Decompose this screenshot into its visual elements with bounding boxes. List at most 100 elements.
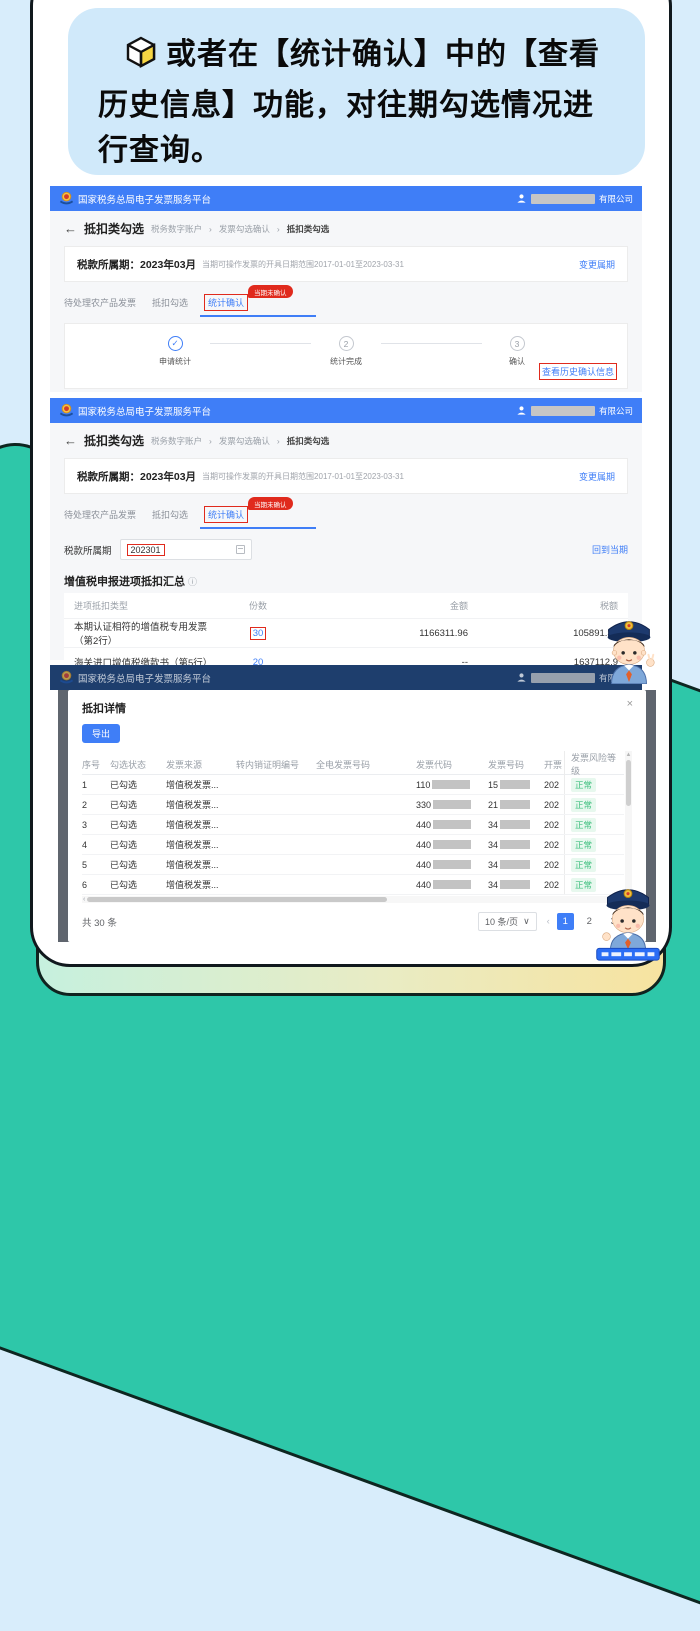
amount-value: 1166311.96 — [419, 627, 468, 639]
col-type: 进项抵扣类型 — [74, 601, 129, 611]
redacted-number — [500, 820, 531, 829]
scroll-thumb[interactable] — [87, 897, 387, 902]
person-icon — [517, 194, 526, 203]
cube-icon — [124, 36, 158, 76]
col-amount: 金额 — [449, 601, 468, 611]
modal-title: 抵扣详情 — [82, 703, 126, 715]
tax-period-hint: 当期可操作发票的开具日期范围2017-01-01至2023-03-31 — [202, 471, 404, 481]
redacted-number — [500, 780, 531, 789]
number-prefix: 21 — [488, 799, 499, 810]
page-size-select[interactable]: 10 条/页 ∨ — [478, 912, 537, 931]
tab-deduction-check[interactable]: 抵扣勾选 — [152, 298, 189, 308]
intro-bubble: 或者在【统计确认】中的【查看历史信息】功能，对往期勾选情况进行查询。 — [68, 8, 645, 175]
tax-value: 105891.37 — [573, 627, 618, 639]
count-link[interactable]: 30 — [249, 626, 267, 640]
source: 增值税发票... — [166, 800, 219, 810]
view-history-link[interactable]: 查看历史确认信息 — [538, 363, 617, 380]
page-1-button[interactable]: 1 — [556, 913, 574, 930]
detail-table: 序号 勾选状态 发票来源 转内销证明编号 全电发票号码 发票代码 发票号码 开票… — [82, 751, 632, 895]
prev-page-icon[interactable]: ‹ — [546, 916, 550, 927]
period-input[interactable]: 202301 — [119, 539, 252, 560]
redacted-number — [500, 840, 531, 849]
status: 已勾选 — [110, 800, 138, 810]
info-icon[interactable]: ⓘ — [188, 576, 198, 587]
status: 已勾选 — [110, 820, 138, 830]
unconfirmed-badge: 当期未确认 — [248, 285, 293, 298]
number-prefix: 34 — [488, 879, 499, 890]
amount-value: -- — [461, 656, 468, 668]
export-button[interactable]: 导出 — [82, 724, 120, 743]
intro-text: 或者在【统计确认】中的【查看历史信息】功能，对往期勾选情况进行查询。 — [98, 38, 600, 168]
seq: 4 — [82, 839, 88, 850]
summary-row: 本期认证相符的增值税专用发票（第2行） 30 1166311.96 105891… — [64, 619, 628, 648]
scroll-up-icon[interactable]: ▲ — [625, 752, 632, 758]
period-filter-row: 税款所属期 202301 回到当期 — [64, 539, 628, 560]
col-issue-date: 开票 — [544, 759, 563, 770]
back-arrow-icon[interactable]: ← — [64, 221, 77, 236]
redacted-company-name — [530, 405, 595, 416]
page-title: 抵扣类勾选 — [84, 434, 145, 448]
page-size-value: 10 条/页 — [485, 917, 519, 927]
close-icon[interactable]: × — [626, 698, 633, 710]
platform-title: 国家税务总局电子发票服务平台 — [78, 673, 212, 685]
page-2-button[interactable]: 2 — [586, 916, 592, 927]
breadcrumb-item[interactable]: 发票勾选确认 — [218, 435, 270, 446]
status: 已勾选 — [110, 880, 138, 890]
back-arrow-icon[interactable]: ← — [64, 433, 77, 448]
summary-title: 增值税申报进项抵扣汇总 — [64, 576, 185, 588]
detail-row: 3 已勾选 增值税发票... 440 34 202 正常 — [82, 815, 624, 835]
step-connector — [381, 343, 482, 344]
scroll-left-icon[interactable]: ‹ — [83, 896, 86, 903]
detail-header-row: 序号 勾选状态 发票来源 转内销证明编号 全电发票号码 发票代码 发票号码 开票… — [82, 751, 624, 777]
issue-date: 202 — [544, 819, 560, 830]
source: 增值税发票... — [166, 780, 219, 790]
tab-pending-farm-invoices[interactable]: 待处理农产品发票 — [64, 298, 137, 308]
stepper-card: ✓ 申请统计 2 统计完成 3 确认 查看历史确认信息 — [64, 323, 628, 389]
detail-row: 4 已勾选 增值税发票... 440 34 202 正常 — [82, 835, 624, 855]
person-icon — [517, 406, 526, 415]
count-link[interactable]: 20 — [252, 656, 264, 668]
tax-period-hint: 当期可操作发票的开具日期范围2017-01-01至2023-03-31 — [202, 259, 404, 269]
redacted-company-name — [530, 193, 595, 204]
horizontal-scrollbar[interactable]: ‹ › — [82, 896, 632, 903]
screenshot-history-summary: 国家税务总局电子发票服务平台 有限公司 ← 抵扣类勾选 税务数字账户 › 发票勾… — [50, 398, 642, 677]
tab-stat-confirm[interactable]: 统计确认 — [204, 506, 249, 523]
tab-stat-confirm[interactable]: 统计确认 — [204, 294, 249, 311]
step-connector — [210, 343, 311, 344]
tax-emblem-icon — [59, 191, 74, 205]
breadcrumb-item[interactable]: 税务数字账户 — [151, 223, 203, 234]
detail-row: 5 已勾选 增值税发票... 440 34 202 正常 — [82, 855, 624, 875]
scroll-thumb[interactable] — [626, 760, 631, 806]
platform-header: 国家税务总局电子发票服务平台 有限公司 — [50, 398, 642, 423]
vertical-scrollbar[interactable]: ▲ — [625, 751, 632, 895]
deduction-type: 本期认证相符的增值税专用发票（第2行） — [74, 622, 208, 647]
person-icon — [517, 673, 526, 682]
redacted-code — [433, 860, 472, 869]
col-status: 勾选状态 — [110, 759, 147, 770]
col-e-invoice-no: 全电发票号码 — [316, 759, 371, 770]
step1-label: 申请统计 — [159, 357, 191, 366]
step3-number: 3 — [509, 336, 525, 351]
tab-deduction-check[interactable]: 抵扣勾选 — [152, 510, 189, 520]
seq: 6 — [82, 879, 88, 890]
change-period-link[interactable]: 变更属期 — [578, 471, 615, 482]
issue-date: 202 — [544, 779, 560, 790]
seq: 3 — [82, 819, 88, 830]
change-period-link[interactable]: 变更属期 — [578, 259, 615, 270]
risk-badge: 正常 — [571, 857, 597, 872]
tab-pending-farm-invoices[interactable]: 待处理农产品发票 — [64, 510, 137, 520]
source: 增值税发票... — [166, 820, 219, 830]
number-prefix: 34 — [488, 839, 499, 850]
summary-header-row: 进项抵扣类型 份数 金额 税额 — [64, 593, 628, 619]
breadcrumb-item[interactable]: 税务数字账户 — [151, 435, 203, 446]
breadcrumb-current: 抵扣类勾选 — [286, 435, 330, 446]
breadcrumb-item[interactable]: 发票勾选确认 — [218, 223, 270, 234]
number-prefix: 34 — [488, 819, 499, 830]
screenshot-deduction-detail: 国家税务总局电子发票服务平台 有限公司 抵扣详情 × 导出 序号 勾选状态 发票… — [50, 665, 656, 946]
step2-label: 统计完成 — [330, 357, 362, 366]
detail-row: 1 已勾选 增值税发票... 110 15 202 正常 — [82, 775, 624, 795]
deduction-detail-modal: 抵扣详情 × 导出 序号 勾选状态 发票来源 转内销证明编号 全电发票号码 发票… — [68, 690, 646, 942]
back-to-current-link[interactable]: 回到当期 — [591, 545, 628, 555]
redacted-code — [433, 840, 472, 849]
breadcrumb-sep: › — [209, 435, 212, 446]
